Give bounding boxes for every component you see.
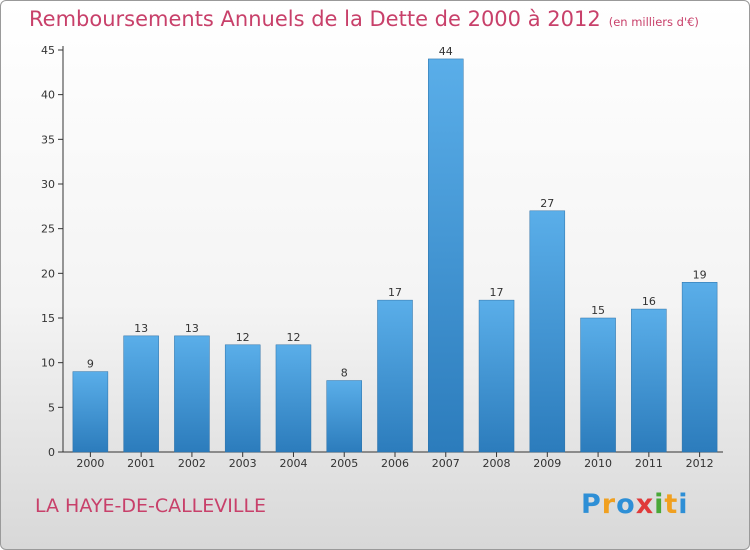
y-tick-label: 35 xyxy=(41,133,55,146)
data-label-2003: 12 xyxy=(236,331,250,344)
x-tick-label: 2003 xyxy=(229,457,257,470)
bar-2004 xyxy=(275,344,312,453)
y-tick-label: 25 xyxy=(41,223,55,236)
data-label-2009: 27 xyxy=(540,197,554,210)
bar-2006 xyxy=(377,299,413,453)
x-tick-label: 2002 xyxy=(178,457,206,470)
bar-2005 xyxy=(326,380,362,453)
y-tick-label: 0 xyxy=(48,446,55,459)
y-tick-label: 40 xyxy=(41,89,55,102)
y-tick-label: 20 xyxy=(41,267,55,280)
logo-letter: i xyxy=(678,489,689,520)
data-label-2001: 13 xyxy=(134,322,148,335)
y-tick-label: 45 xyxy=(41,44,55,57)
data-label-2000: 9 xyxy=(87,358,94,371)
x-tick-label: 2010 xyxy=(584,457,612,470)
chart-bars xyxy=(72,58,718,453)
bar-2001 xyxy=(123,335,159,453)
bar-2011 xyxy=(631,308,667,453)
chart-labels: 2000 9 2001 13 2002 13 2003 12 2004 12 2005 8 2006 17… xyxy=(76,45,713,470)
logo-letter: P xyxy=(581,489,602,520)
x-tick-label: 2009 xyxy=(533,457,561,470)
y-tick-label: 10 xyxy=(41,357,55,370)
bar-2012 xyxy=(681,282,718,453)
data-label-2008: 17 xyxy=(490,286,504,299)
chart-unit: (en milliers d'€) xyxy=(608,15,699,29)
proxiti-logo: Proxiti xyxy=(581,489,689,520)
x-tick-label: 2005 xyxy=(330,457,358,470)
bar-2010 xyxy=(580,317,616,453)
data-label-2010: 15 xyxy=(591,304,605,317)
x-tick-label: 2001 xyxy=(127,457,155,470)
data-label-2005: 8 xyxy=(341,367,348,380)
logo-letter: r xyxy=(601,489,617,520)
bar-2008 xyxy=(478,299,515,453)
data-label-2007: 44 xyxy=(439,45,453,58)
data-label-2006: 17 xyxy=(388,286,402,299)
chart-title: Remboursements Annuels de la Dette de 20… xyxy=(29,7,699,31)
data-label-2004: 12 xyxy=(286,331,300,344)
data-label-2012: 19 xyxy=(693,268,707,281)
x-tick-label: 2008 xyxy=(483,457,511,470)
x-tick-label: 2004 xyxy=(279,457,307,470)
logo-letter: t xyxy=(664,489,679,520)
bar-2003 xyxy=(224,344,261,453)
logo-letter: o xyxy=(616,489,636,520)
y-tick-label: 30 xyxy=(41,178,55,191)
data-label-2002: 13 xyxy=(185,322,199,335)
x-tick-label: 2012 xyxy=(686,457,714,470)
bar-2000 xyxy=(72,371,109,453)
logo-letter: i xyxy=(654,489,665,520)
commune-name: LA HAYE-DE-CALLEVILLE xyxy=(35,495,267,517)
x-tick-label: 2007 xyxy=(432,457,460,470)
bar-2009 xyxy=(529,210,566,453)
y-tick-label: 15 xyxy=(41,312,55,325)
logo-letter: x xyxy=(635,489,655,520)
data-label-2011: 16 xyxy=(642,295,656,308)
x-tick-label: 2011 xyxy=(635,457,663,470)
x-tick-label: 2006 xyxy=(381,457,409,470)
bar-2007 xyxy=(428,58,464,453)
y-tick-label: 5 xyxy=(48,401,55,414)
bar-2002 xyxy=(174,335,210,453)
chart-title-text: Remboursements Annuels de la Dette de 20… xyxy=(29,7,601,31)
x-tick-label: 2000 xyxy=(76,457,104,470)
